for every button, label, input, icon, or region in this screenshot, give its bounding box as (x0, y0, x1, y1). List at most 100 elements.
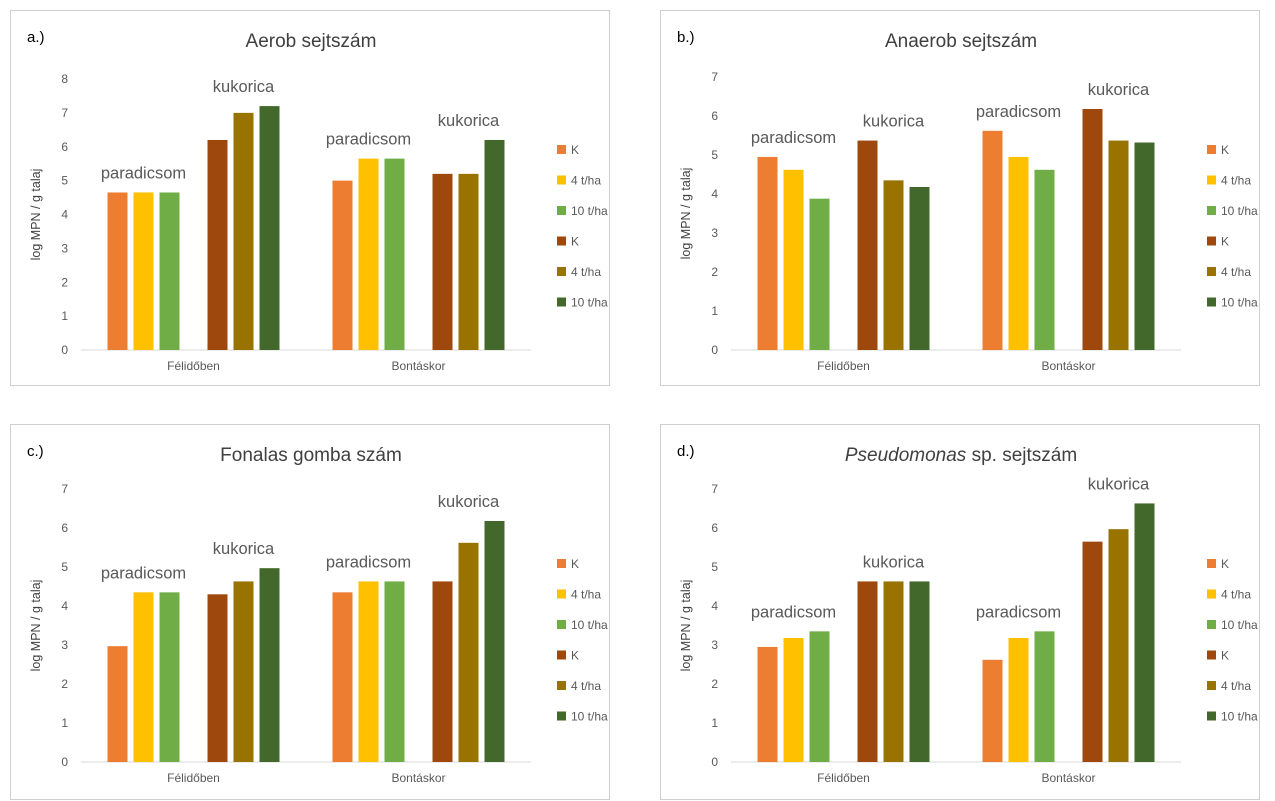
bar (857, 581, 878, 762)
bar (432, 173, 453, 350)
group-label-kukorica: kukorica (1088, 81, 1150, 99)
y-tick-label: 2 (711, 677, 718, 691)
legend-swatch (1207, 206, 1216, 215)
legend-swatch (1207, 236, 1216, 246)
bar (757, 646, 778, 762)
bar (883, 581, 904, 762)
legend-label: K (1221, 235, 1229, 249)
bar (857, 140, 878, 350)
legend-swatch (557, 267, 566, 276)
chart-panel-fonalas-gomba: c.) Fonalas gomba szám 0 1 2 3 4 5 6 7 log MPN /… (10, 424, 610, 800)
y-axis-label: log MPN / g talaj (29, 580, 43, 672)
group-label-kukorica: kukorica (863, 553, 925, 571)
y-tick-label: 3 (61, 241, 68, 255)
y-tick-label: 6 (61, 140, 68, 154)
bar (1108, 529, 1129, 762)
bar (1134, 142, 1155, 350)
y-tick-label: 6 (711, 109, 718, 123)
chart-panel-pseudomonas: d.) Pseudomonas sp. sejtszám 0 1 2 3 4 5 6 7 log… (660, 424, 1260, 800)
chart-title: Fonalas gomba szám (11, 445, 611, 467)
y-tick-label: 4 (61, 599, 68, 613)
y-tick-label: 0 (61, 343, 68, 357)
bar (883, 180, 904, 350)
bar (982, 659, 1003, 762)
y-tick-label: 4 (61, 208, 68, 222)
bar (332, 180, 353, 350)
bar (432, 581, 453, 762)
bar (1108, 140, 1129, 350)
group-label-kukorica: kukorica (863, 113, 925, 131)
legend-swatch (557, 681, 566, 690)
bar (207, 594, 228, 762)
legend-swatch (557, 559, 566, 568)
y-tick-label: 8 (61, 72, 68, 86)
x-category-label: Félidőben (817, 771, 870, 785)
y-tick-label: 5 (711, 560, 718, 574)
legend-label: 10 t/ha (571, 204, 608, 218)
bar (384, 581, 405, 762)
y-tick-label: 2 (61, 275, 68, 289)
legend-label: 4 t/ha (571, 174, 601, 188)
legend-label: 4 t/ha (1221, 679, 1251, 693)
legend-swatch (1207, 267, 1216, 276)
legend-swatch (1207, 297, 1216, 307)
bar (1134, 503, 1155, 762)
chart-panel-aerob: a.) Aerob sejtszám 0 1 2 3 4 5 6 7 8 log MPN / g … (10, 10, 610, 386)
group-label-paradicsom: paradicsom (751, 603, 836, 621)
group-label-paradicsom: paradicsom (101, 164, 186, 182)
group-label-kukorica: kukorica (213, 540, 275, 558)
chart-title: Aerob sejtszám (11, 31, 611, 53)
legend-label: K (571, 557, 579, 571)
y-tick-label: 5 (61, 560, 68, 574)
bar (909, 581, 930, 762)
legend-label: K (1221, 557, 1229, 571)
chart-title: Pseudomonas sp. sejtszám (661, 445, 1261, 467)
bar (809, 631, 830, 762)
legend-swatch (557, 711, 566, 721)
y-tick-label: 4 (711, 599, 718, 613)
y-tick-label: 6 (711, 521, 718, 535)
panel-label: a.) (27, 29, 45, 46)
group-label-kukorica: kukorica (1088, 475, 1150, 493)
legend-label: 4 t/ha (1221, 174, 1251, 188)
y-tick-label: 6 (61, 521, 68, 535)
bar (107, 646, 128, 762)
y-tick-label: 0 (711, 343, 718, 357)
bar (484, 139, 505, 350)
legend-label: K (571, 235, 579, 249)
y-tick-label: 2 (61, 677, 68, 691)
group-label-paradicsom: paradicsom (326, 131, 411, 149)
legend-label: 4 t/ha (1221, 588, 1251, 602)
legend-swatch (1207, 650, 1216, 660)
y-axis-label: log MPN / g talaj (29, 169, 43, 261)
legend-label: K (571, 649, 579, 663)
bar (484, 520, 505, 762)
legend-label: 4 t/ha (571, 679, 601, 693)
x-category-label: Bontáskor (391, 359, 445, 373)
chart-title-rest: sp. sejtszám (966, 445, 1078, 466)
chart-svg: 0 1 2 3 4 5 6 7 log MPN / g talaj Félidőben paradi… (679, 70, 1258, 373)
bar (1034, 169, 1055, 350)
bar (982, 130, 1003, 350)
bar (233, 112, 254, 350)
chart-title-italic: Pseudomonas (844, 445, 967, 466)
legend-label: 4 t/ha (571, 588, 601, 602)
y-tick-label: 4 (711, 187, 718, 201)
legend-label: 10 t/ha (571, 296, 608, 310)
legend-label: K (1221, 143, 1229, 157)
legend-swatch (1207, 145, 1216, 154)
bar (783, 169, 804, 350)
legend-label: 10 t/ha (1221, 618, 1258, 632)
bar (259, 106, 280, 350)
legend-swatch (557, 145, 566, 154)
group-label-paradicsom: paradicsom (976, 103, 1061, 121)
legend-label: 10 t/ha (1221, 204, 1258, 218)
y-tick-label: 3 (61, 638, 68, 652)
legend-swatch (1207, 175, 1216, 185)
y-tick-label: 0 (711, 755, 718, 769)
chart-title-text: Aerob sejtszám (245, 31, 377, 52)
bar (1082, 541, 1103, 762)
bar (358, 581, 379, 762)
legend-label: 10 t/ha (1221, 710, 1258, 724)
group-label-paradicsom: paradicsom (101, 564, 186, 582)
